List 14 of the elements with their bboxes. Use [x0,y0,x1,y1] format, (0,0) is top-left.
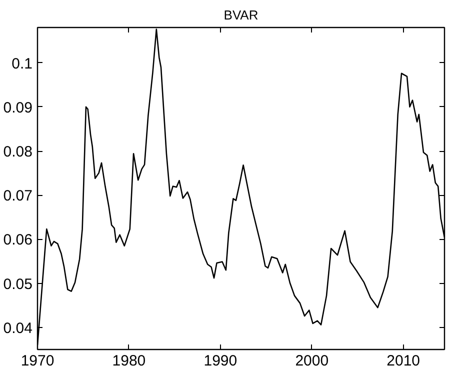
y-tick-label: 0.1 [12,55,33,72]
x-tick-label: 1970 [20,352,54,368]
y-tick-label: 0.06 [3,232,33,249]
x-tick-label: 1980 [112,352,146,368]
y-tick-label: 0.08 [3,144,33,161]
y-tick-label: 0.07 [3,188,33,205]
y-tick-label: 0.05 [3,276,33,293]
x-tick-label: 2010 [386,352,420,368]
y-tick-label: 0.09 [3,99,33,116]
x-tick-label: 2000 [295,352,329,368]
y-tick-label: 0.04 [3,320,33,337]
chart-title: BVAR [224,8,258,22]
x-tick-label: 1990 [204,352,238,368]
line-series [38,28,444,346]
